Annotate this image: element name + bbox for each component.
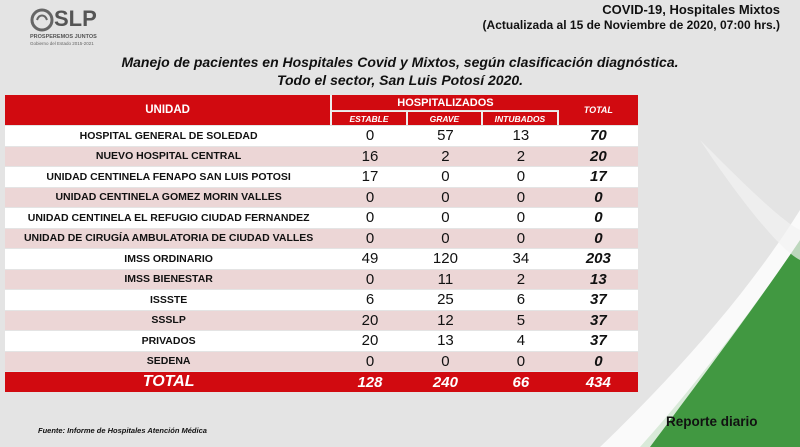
col-header-grave: GRAVE <box>407 111 484 125</box>
intubados-cell: 4 <box>483 331 559 351</box>
unidad-cell: HOSPITAL GENERAL DE SOLEDAD <box>5 126 333 146</box>
grave-cell: 13 <box>407 331 484 351</box>
intubados-cell: 0 <box>483 208 559 228</box>
unidad-cell: ISSSTE <box>5 290 333 310</box>
intubados-cell: 0 <box>483 167 559 187</box>
grave-cell: 0 <box>407 167 484 187</box>
daily-report-label: Reporte diario <box>666 414 758 429</box>
total-cell: 203 <box>558 249 638 269</box>
estable-cell: 20 <box>332 310 408 330</box>
intubados-cell: 0 <box>483 351 559 371</box>
total-cell: 0 <box>558 228 638 248</box>
col-header-estable: ESTABLE <box>332 111 408 125</box>
col-header-intubados: INTUBADOS <box>483 111 559 125</box>
intubados-cell: 34 <box>483 249 559 269</box>
intubados-cell: 2 <box>483 269 559 289</box>
col-header-unidad: UNIDAD <box>5 95 333 125</box>
estable-cell: 17 <box>332 167 408 187</box>
table-row: ISSSTE 6 25 6 37 <box>5 290 638 310</box>
unidad-cell: SEDENA <box>5 351 333 371</box>
estable-cell: 0 <box>332 351 408 371</box>
estable-cell: 0 <box>332 208 408 228</box>
grave-cell: 0 <box>407 208 484 228</box>
estable-cell: 0 <box>332 126 408 146</box>
intubados-cell: 13 <box>483 126 559 146</box>
logo-tagline: PROSPEREMOS JUNTOS <box>30 34 97 40</box>
patients-table: UNIDAD HOSPITALIZADOS TOTAL ESTABLE GRAV… <box>5 94 638 393</box>
unidad-cell: SSSLP <box>5 310 333 330</box>
grave-cell: 0 <box>407 187 484 207</box>
logo-mark-icon <box>30 8 54 32</box>
table-body: HOSPITAL GENERAL DE SOLEDAD 0 57 13 70 NUEVO … <box>5 126 638 392</box>
grave-cell: 0 <box>407 228 484 248</box>
unidad-cell: IMSS BIENESTAR <box>5 269 333 289</box>
table-row: NUEVO HOSPITAL CENTRAL 16 2 2 20 <box>5 146 638 166</box>
estable-cell: 0 <box>332 228 408 248</box>
table-row: UNIDAD CENTINELA EL REFUGIO CIUDAD FERNA… <box>5 208 638 228</box>
grave-cell: 120 <box>407 249 484 269</box>
page-title-line2: Todo el sector, San Luis Potosí 2020. <box>276 72 524 88</box>
page-title: Manejo de pacientes en Hospitales Covid … <box>0 53 800 89</box>
table-row: PRIVADOS 20 13 4 37 <box>5 331 638 351</box>
header-title: COVID-19, Hospitales Mixtos <box>602 2 780 17</box>
estable-cell: 6 <box>332 290 408 310</box>
total-cell: 37 <box>558 290 638 310</box>
table-row: IMSS BIENESTAR 0 11 2 13 <box>5 269 638 289</box>
grave-cell: 57 <box>407 126 484 146</box>
total-grave-cell: 240 <box>407 372 484 392</box>
table-row: UNIDAD DE CIRUGÍA AMBULATORIA DE CIUDAD … <box>5 228 638 248</box>
logo-subline: Gobierno del Estado 2015-2021 <box>30 41 94 46</box>
intubados-cell: 0 <box>483 187 559 207</box>
unidad-cell: UNIDAD DE CIRUGÍA AMBULATORIA DE CIUDAD … <box>5 228 333 248</box>
grave-cell: 12 <box>407 310 484 330</box>
table-row: UNIDAD CENTINELA GOMEZ MORIN VALLES 0 0 0 0 <box>5 187 638 207</box>
table-row: SEDENA 0 0 0 0 <box>5 351 638 371</box>
unidad-cell: UNIDAD CENTINELA EL REFUGIO CIUDAD FERNA… <box>5 208 333 228</box>
grave-cell: 0 <box>407 351 484 371</box>
total-cell: 0 <box>558 208 638 228</box>
intubados-cell: 6 <box>483 290 559 310</box>
intubados-cell: 2 <box>483 146 559 166</box>
unidad-cell: NUEVO HOSPITAL CENTRAL <box>5 146 333 166</box>
total-cell: 13 <box>558 269 638 289</box>
intubados-cell: 0 <box>483 228 559 248</box>
estable-cell: 0 <box>332 187 408 207</box>
estable-cell: 16 <box>332 146 408 166</box>
total-label-cell: TOTAL <box>5 372 333 392</box>
table-row: IMSS ORDINARIO 49 120 34 203 <box>5 249 638 269</box>
total-cell: 17 <box>558 167 638 187</box>
unidad-cell: UNIDAD CENTINELA FENAPO SAN LUIS POTOSI <box>5 167 333 187</box>
total-cell: 70 <box>558 126 638 146</box>
page-title-line1: Manejo de pacientes en Hospitales Covid … <box>121 54 679 70</box>
total-cell: 0 <box>558 351 638 371</box>
total-cell: 0 <box>558 187 638 207</box>
table-row: UNIDAD CENTINELA FENAPO SAN LUIS POTOSI 1… <box>5 167 638 187</box>
total-intubados-cell: 66 <box>483 372 559 392</box>
slp-logo: SLP PROSPEREMOS JUNTOS Gobierno del Esta… <box>30 6 120 48</box>
source-note: Fuente: Informe de Hospitales Atención M… <box>38 426 207 435</box>
total-estable-cell: 128 <box>332 372 408 392</box>
col-header-total: TOTAL <box>558 95 638 125</box>
estable-cell: 20 <box>332 331 408 351</box>
table-row: HOSPITAL GENERAL DE SOLEDAD 0 57 13 70 <box>5 126 638 146</box>
estable-cell: 0 <box>332 269 408 289</box>
header-updated: (Actualizada al 15 de Noviembre de 2020,… <box>482 18 780 32</box>
total-cell: 37 <box>558 331 638 351</box>
table-row: SSSLP 20 12 5 37 <box>5 310 638 330</box>
total-cell: 20 <box>558 146 638 166</box>
col-header-hospitalizados: HOSPITALIZADOS <box>332 95 559 110</box>
total-row: TOTAL 128 240 66 434 <box>5 372 638 392</box>
grave-cell: 2 <box>407 146 484 166</box>
intubados-cell: 5 <box>483 310 559 330</box>
estable-cell: 49 <box>332 249 408 269</box>
unidad-cell: PRIVADOS <box>5 331 333 351</box>
grave-cell: 25 <box>407 290 484 310</box>
logo-word: SLP <box>54 6 97 31</box>
unidad-cell: UNIDAD CENTINELA GOMEZ MORIN VALLES <box>5 187 333 207</box>
total-cell: 37 <box>558 310 638 330</box>
unidad-cell: IMSS ORDINARIO <box>5 249 333 269</box>
grand-total-cell: 434 <box>558 372 638 392</box>
grave-cell: 11 <box>407 269 484 289</box>
